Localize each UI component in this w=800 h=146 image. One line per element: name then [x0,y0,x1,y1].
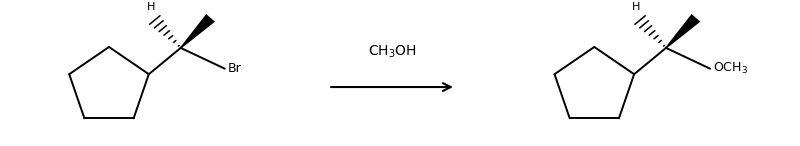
Text: CH$_3$OH: CH$_3$OH [368,43,417,60]
Text: H: H [146,2,155,12]
Text: Br: Br [227,62,242,75]
Text: OCH$_3$: OCH$_3$ [713,61,748,76]
Polygon shape [666,14,700,48]
Polygon shape [180,14,215,48]
Text: H: H [632,2,640,12]
